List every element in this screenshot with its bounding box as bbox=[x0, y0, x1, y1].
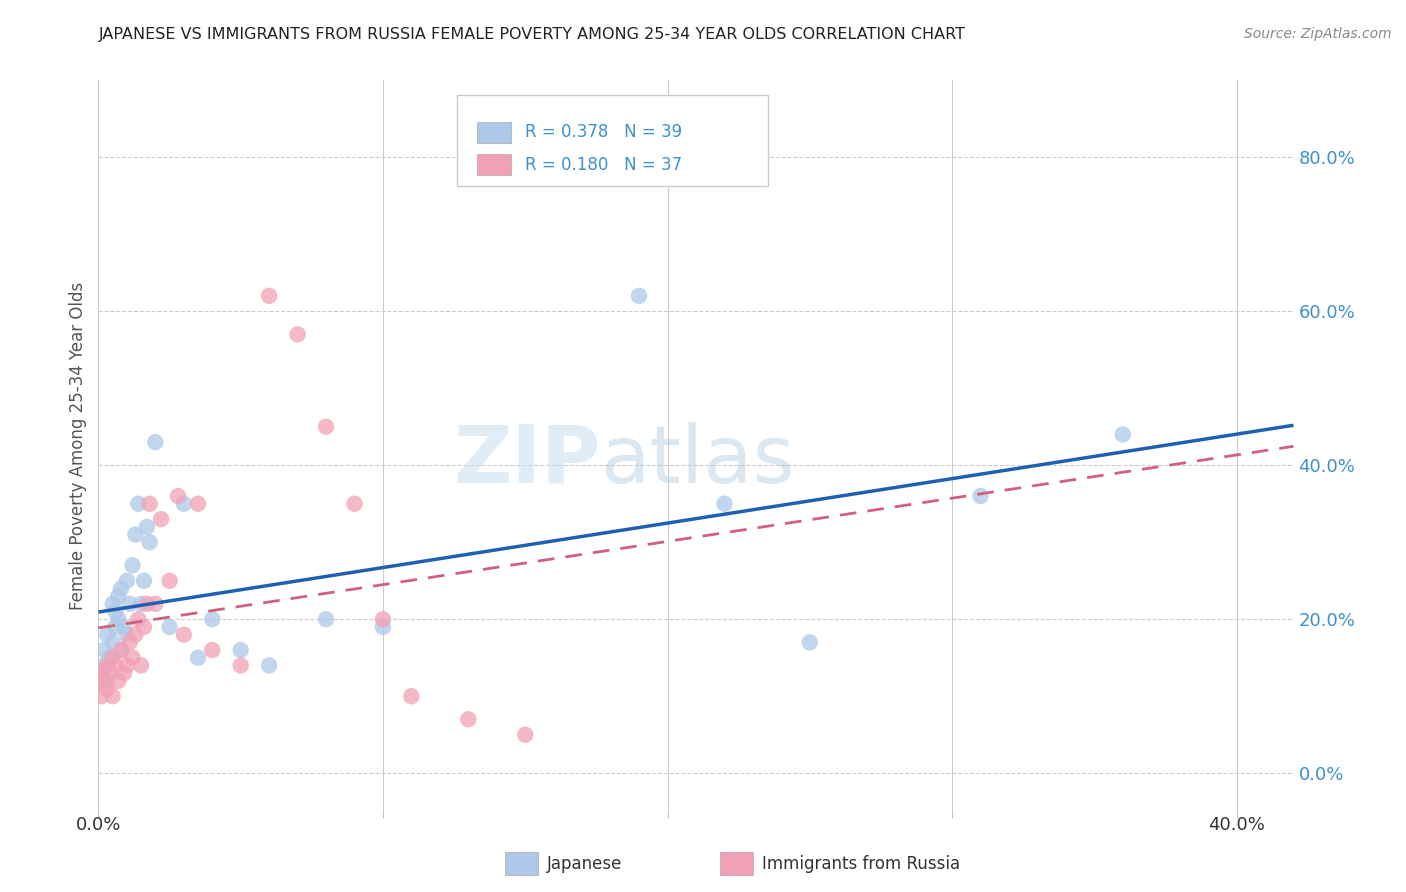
Point bbox=[96, 681, 118, 696]
Point bbox=[799, 635, 821, 649]
Point bbox=[129, 597, 152, 611]
Point bbox=[104, 658, 127, 673]
Point bbox=[121, 650, 143, 665]
Point bbox=[115, 574, 138, 588]
Point bbox=[457, 712, 479, 726]
Point bbox=[201, 643, 224, 657]
Point bbox=[515, 728, 537, 742]
Point bbox=[110, 643, 132, 657]
Point bbox=[713, 497, 735, 511]
Point bbox=[96, 673, 118, 688]
Point bbox=[201, 612, 224, 626]
Bar bbox=[477, 153, 510, 176]
Point bbox=[107, 673, 129, 688]
Point bbox=[90, 690, 112, 704]
Point bbox=[115, 658, 138, 673]
Point bbox=[104, 620, 127, 634]
Point bbox=[118, 597, 141, 611]
Text: JAPANESE VS IMMIGRANTS FROM RUSSIA FEMALE POVERTY AMONG 25-34 YEAR OLDS CORRELAT: JAPANESE VS IMMIGRANTS FROM RUSSIA FEMAL… bbox=[98, 27, 966, 42]
Point bbox=[107, 612, 129, 626]
Point bbox=[138, 497, 160, 511]
Point bbox=[96, 658, 118, 673]
Point bbox=[138, 535, 160, 549]
Point bbox=[90, 666, 112, 681]
Point bbox=[98, 650, 121, 665]
Text: Japanese: Japanese bbox=[547, 855, 621, 872]
Point bbox=[1112, 427, 1135, 442]
Point bbox=[143, 597, 166, 611]
Point bbox=[90, 666, 112, 681]
Point bbox=[98, 666, 121, 681]
Point bbox=[93, 658, 115, 673]
Point bbox=[132, 574, 155, 588]
Bar bbox=[720, 852, 754, 875]
Text: R = 0.378   N = 39: R = 0.378 N = 39 bbox=[524, 123, 682, 142]
Point bbox=[132, 620, 155, 634]
Point bbox=[173, 627, 195, 641]
Point bbox=[96, 627, 118, 641]
Point bbox=[101, 690, 124, 704]
Point bbox=[118, 635, 141, 649]
Point bbox=[969, 489, 991, 503]
Text: 0.0%: 0.0% bbox=[76, 815, 121, 833]
Text: ZIP: ZIP bbox=[453, 422, 600, 500]
Point bbox=[124, 527, 146, 541]
Point bbox=[167, 489, 190, 503]
Point bbox=[187, 650, 209, 665]
Point bbox=[112, 620, 135, 634]
Point bbox=[287, 327, 309, 342]
Point bbox=[229, 643, 252, 657]
Point bbox=[110, 582, 132, 596]
Point bbox=[135, 520, 157, 534]
Point bbox=[257, 658, 280, 673]
Text: Source: ZipAtlas.com: Source: ZipAtlas.com bbox=[1244, 27, 1392, 41]
Point bbox=[315, 612, 337, 626]
Point bbox=[135, 597, 157, 611]
Point bbox=[401, 690, 423, 704]
Point bbox=[129, 658, 152, 673]
Point bbox=[101, 650, 124, 665]
Point bbox=[93, 643, 115, 657]
Point bbox=[257, 289, 280, 303]
Text: Immigrants from Russia: Immigrants from Russia bbox=[762, 855, 960, 872]
Point bbox=[107, 589, 129, 603]
Point bbox=[229, 658, 252, 673]
Point bbox=[124, 627, 146, 641]
Bar bbox=[477, 121, 510, 144]
Point bbox=[101, 635, 124, 649]
Point bbox=[121, 558, 143, 573]
Text: atlas: atlas bbox=[600, 422, 794, 500]
Point bbox=[127, 612, 149, 626]
Point bbox=[143, 435, 166, 450]
Point bbox=[127, 497, 149, 511]
Point bbox=[110, 643, 132, 657]
Text: R = 0.180   N = 37: R = 0.180 N = 37 bbox=[524, 155, 682, 174]
Point bbox=[159, 574, 181, 588]
Point bbox=[150, 512, 173, 526]
Point bbox=[371, 620, 394, 634]
Bar bbox=[505, 852, 538, 875]
Point bbox=[315, 419, 337, 434]
Point bbox=[115, 627, 138, 641]
Point bbox=[104, 605, 127, 619]
Y-axis label: Female Poverty Among 25-34 Year Olds: Female Poverty Among 25-34 Year Olds bbox=[69, 282, 87, 610]
Point bbox=[187, 497, 209, 511]
Point bbox=[628, 289, 651, 303]
Point bbox=[371, 612, 394, 626]
Point bbox=[173, 497, 195, 511]
Point bbox=[159, 620, 181, 634]
Point bbox=[112, 666, 135, 681]
Point bbox=[101, 597, 124, 611]
FancyBboxPatch shape bbox=[457, 95, 768, 186]
Point bbox=[343, 497, 366, 511]
Point bbox=[93, 673, 115, 688]
Text: 40.0%: 40.0% bbox=[1208, 815, 1265, 833]
